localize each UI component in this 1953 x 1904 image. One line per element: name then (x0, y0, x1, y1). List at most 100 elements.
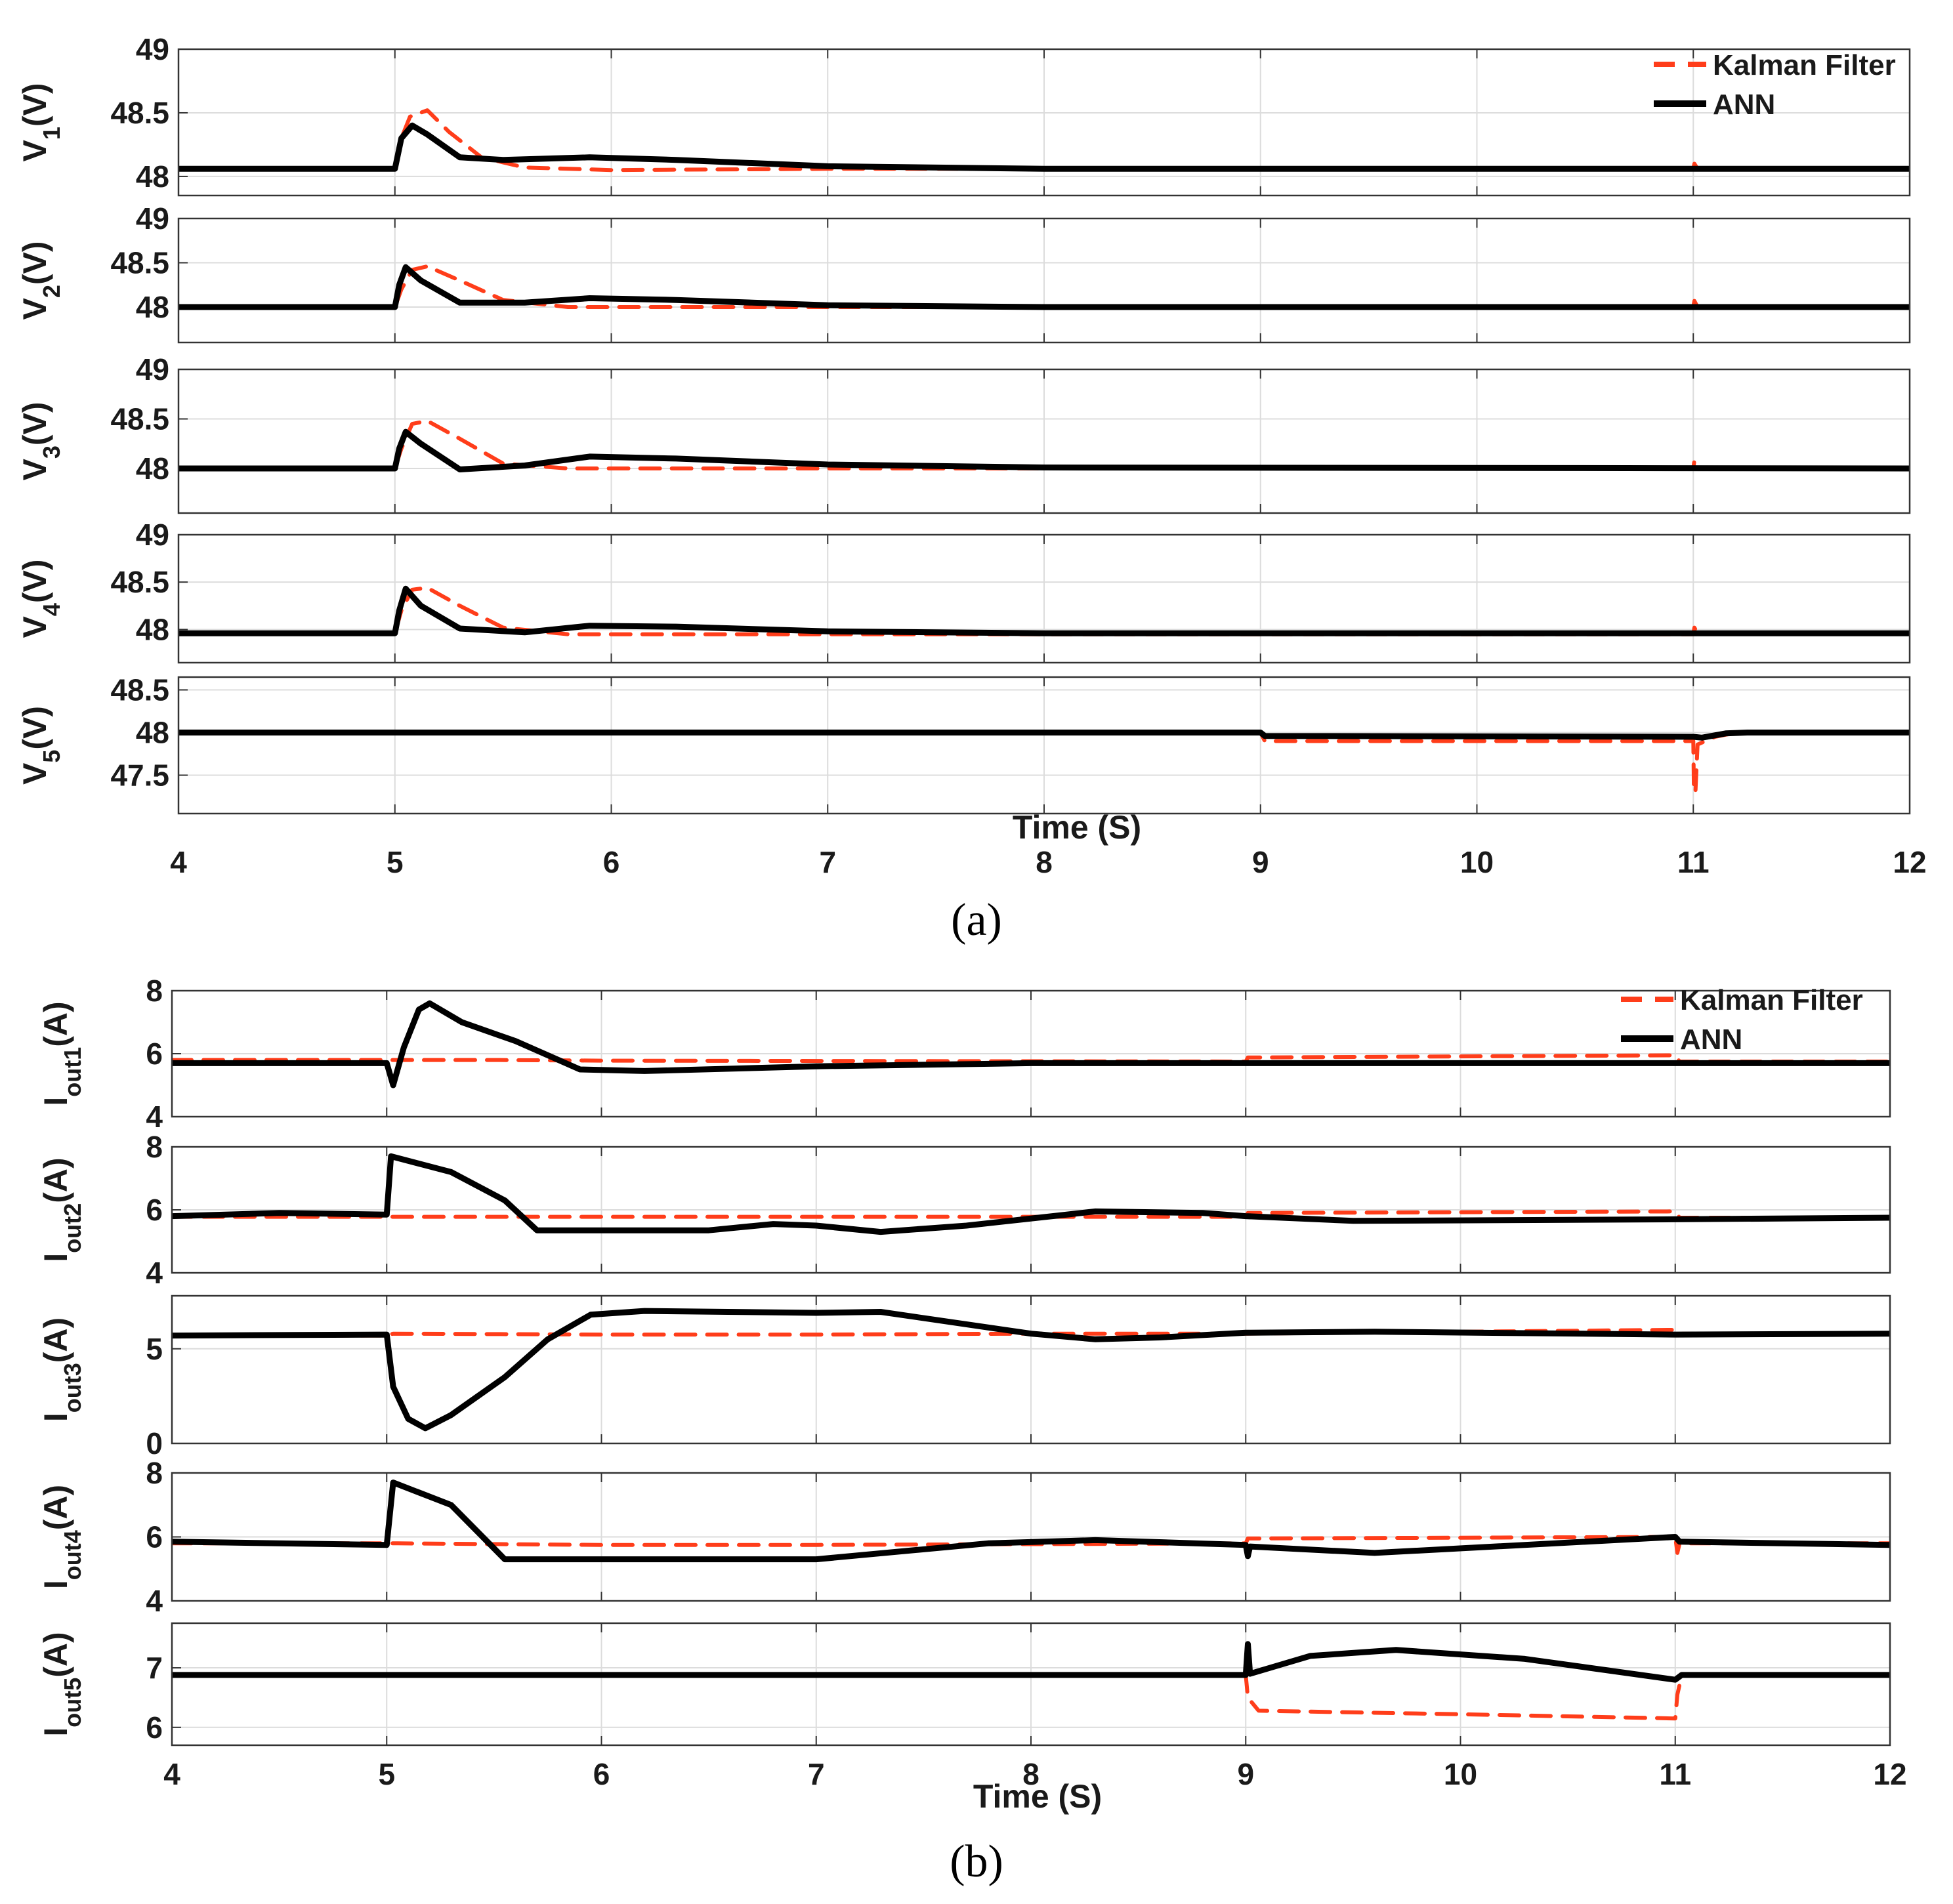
y-label-unit: (V) (16, 559, 53, 603)
y-tick-label: 4 (146, 1100, 163, 1134)
y-label-main: I (37, 1253, 74, 1262)
y-label-subscript: out5 (59, 1678, 86, 1728)
y-tick-label: 8 (146, 974, 163, 1008)
series-ann (178, 264, 1910, 310)
y-tick-label: 48 (136, 159, 169, 194)
y-label-unit: (A) (37, 1157, 74, 1203)
panel-frame (171, 1622, 1891, 1747)
y-tick-label: 49 (136, 518, 169, 552)
panel-frame (171, 1472, 1891, 1602)
series-ann (172, 1153, 1890, 1235)
y-label-main: V (16, 616, 53, 638)
y-label-main: V (16, 298, 53, 320)
chart-a-voltages: 4848.549V1(V)4848.549V2(V)4848.549V3(V)4… (16, 32, 1927, 879)
y-axis-label: Iout4(A) (37, 1485, 86, 1589)
y-tick-label: 0 (146, 1426, 163, 1460)
y-axis-label: V2(V) (16, 241, 65, 320)
x-tick-label: 9 (1252, 845, 1269, 879)
x-tick-label: 6 (593, 1757, 610, 1791)
legend-label-kalman-filter: Kalman Filter (1680, 984, 1863, 1016)
x-axis-label: Time (S) (1013, 809, 1141, 846)
series-ann (172, 1308, 1890, 1432)
panel-frame (177, 217, 1911, 344)
x-tick-label: 6 (603, 845, 620, 879)
panel-5: 47.5 48 48.5 V5(V) (16, 673, 1911, 815)
y-label-unit: (V) (16, 83, 53, 127)
caption-b: (b) (950, 1836, 1003, 1887)
y-tick-label: 48.5 (110, 96, 169, 130)
panel-1: 48 48.5 49 V1(V) (16, 32, 1911, 197)
y-tick-label: 49 (136, 201, 169, 236)
y-tick-label: 48 (136, 716, 169, 750)
y-label-main: V (16, 762, 53, 785)
y-tick-label: 6 (146, 1193, 163, 1227)
y-tick-label: 48.5 (110, 246, 169, 280)
series-ann (178, 428, 1910, 472)
y-axis-label: Iout1(A) (37, 1001, 86, 1106)
y-label-subscript: out4 (59, 1530, 86, 1580)
series-ann (172, 1000, 1890, 1088)
x-axis-label: Time (S) (973, 1778, 1102, 1815)
panel-5: 6 7 Iout5(A) (37, 1622, 1891, 1747)
panel-3: 48 48.5 49 V3(V) (16, 352, 1911, 514)
y-tick-label: 4 (146, 1584, 163, 1618)
x-tick-label: 10 (1444, 1757, 1477, 1791)
y-tick-label: 48 (136, 451, 169, 486)
y-tick-label: 48.5 (110, 565, 169, 599)
y-tick-label: 4 (146, 1256, 163, 1290)
y-tick-label: 6 (146, 1037, 163, 1071)
panel-frame (171, 1294, 1891, 1445)
y-label-unit: (V) (16, 241, 53, 285)
y-axis-label: V4(V) (16, 559, 65, 638)
panel-2: 4 6 8 Iout2(A) (37, 1130, 1891, 1290)
y-tick-label: 49 (136, 32, 169, 66)
y-label-subscript: 5 (38, 750, 65, 763)
y-axis-label: V3(V) (16, 402, 65, 480)
y-axis-label: Iout5(A) (37, 1632, 86, 1736)
series-ann (178, 585, 1910, 636)
caption-a: (a) (951, 895, 1002, 945)
panel-frame (171, 989, 1891, 1118)
y-tick-label: 48.5 (110, 673, 169, 707)
y-label-subscript: out1 (59, 1047, 86, 1097)
panel-2: 48 48.5 49 V2(V) (16, 201, 1911, 344)
y-label-main: I (37, 1097, 74, 1106)
series-kalman-filter (172, 1672, 1890, 1721)
legend: Kalman Filter ANN (1654, 49, 1896, 121)
x-tick-label: 12 (1893, 845, 1926, 879)
panel-frame (177, 48, 1911, 197)
y-tick-label: 6 (146, 1710, 163, 1745)
y-label-main: I (37, 1728, 74, 1737)
y-label-subscript: 4 (38, 603, 65, 616)
panel-frame (177, 676, 1911, 815)
y-label-main: I (37, 1413, 74, 1422)
legend: Kalman Filter ANN (1621, 984, 1863, 1056)
chart-b-output-currents: 468Iout1(A)468Iout2(A)05Iout3(A)468Iout4… (37, 974, 1907, 1815)
x-tick-label: 4 (163, 1757, 180, 1791)
y-label-subscript: 1 (38, 127, 65, 140)
y-tick-label: 49 (136, 352, 169, 386)
y-tick-label: 5 (146, 1332, 163, 1366)
x-tick-label: 4 (170, 845, 187, 879)
y-tick-label: 47.5 (110, 758, 169, 793)
y-label-unit: (A) (37, 1632, 74, 1677)
y-label-subscript: out2 (59, 1203, 86, 1253)
series-ann (172, 1641, 1890, 1683)
y-label-subscript: 2 (38, 285, 65, 298)
y-tick-label: 48.5 (110, 402, 169, 436)
x-tick-label: 7 (808, 1757, 825, 1791)
panel-frame (177, 368, 1911, 514)
x-tick-label: 7 (819, 845, 836, 879)
y-label-unit: (V) (16, 706, 53, 750)
x-tick-label: 8 (1036, 845, 1053, 879)
panel-1: 4 6 8 Iout1(A) (37, 974, 1891, 1134)
x-tick-label: 11 (1677, 845, 1710, 879)
x-tick-label: 11 (1659, 1757, 1691, 1791)
x-tick-label: 5 (387, 845, 404, 879)
y-tick-label: 6 (146, 1520, 163, 1554)
series-ann (178, 730, 1910, 741)
x-tick-label: 12 (1873, 1757, 1906, 1791)
series-ann (172, 1480, 1890, 1563)
legend-label-ann: ANN (1680, 1024, 1742, 1056)
